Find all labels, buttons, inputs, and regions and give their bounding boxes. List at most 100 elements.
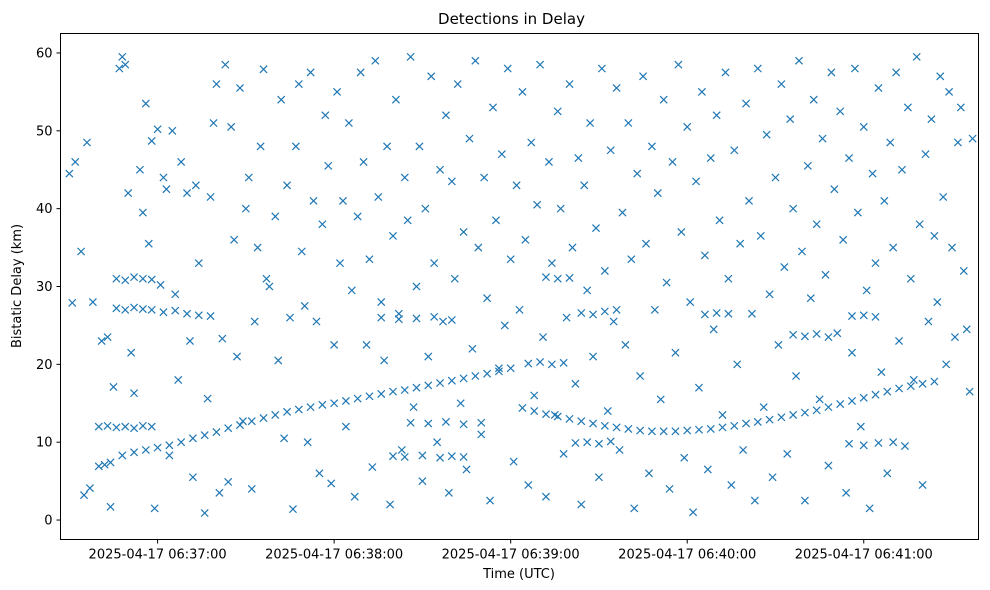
data-point (859, 122, 868, 131)
data-point (612, 305, 621, 314)
data-point (659, 95, 668, 104)
data-point (927, 115, 936, 124)
data-point (871, 259, 880, 268)
data-point (324, 161, 333, 170)
data-point (627, 255, 636, 264)
data-point (250, 317, 259, 326)
data-point (235, 83, 245, 93)
data-point (639, 72, 648, 81)
data-point (506, 255, 515, 264)
data-point (600, 421, 609, 430)
data-point (583, 438, 592, 447)
data-point (789, 204, 798, 213)
data-point (309, 196, 318, 205)
data-point (280, 434, 289, 443)
data-point (842, 488, 851, 497)
data-point (641, 239, 651, 248)
data-point (786, 115, 795, 124)
data-point (112, 304, 121, 313)
data-point (847, 348, 857, 357)
data-point (924, 317, 933, 326)
data-point (371, 56, 380, 65)
data-point (406, 52, 415, 61)
data-point (724, 274, 733, 283)
data-point (412, 314, 421, 323)
data-point (712, 111, 721, 120)
data-point (412, 383, 421, 392)
data-point (159, 308, 168, 317)
data-point (188, 434, 197, 443)
data-point (318, 220, 327, 229)
data-point (436, 453, 445, 462)
data-point (256, 142, 265, 151)
data-point (430, 259, 439, 268)
data-point (483, 369, 492, 378)
data-point (238, 417, 247, 426)
data-point (671, 348, 680, 357)
data-point (706, 154, 715, 163)
data-point (874, 83, 883, 93)
data-point (777, 80, 786, 89)
data-point (421, 204, 430, 213)
data-point (406, 418, 415, 427)
y-tick-label: 10 (36, 436, 53, 451)
data-point (230, 235, 239, 244)
data-point (571, 438, 580, 447)
data-point (736, 239, 745, 248)
data-point (341, 422, 350, 431)
data-point (353, 212, 362, 221)
data-point (671, 427, 680, 436)
data-point (159, 173, 168, 182)
data-point (806, 294, 815, 303)
data-point (259, 65, 268, 74)
data-point (877, 368, 886, 377)
data-point (177, 157, 186, 166)
data-point (244, 173, 253, 182)
data-point (130, 273, 139, 282)
data-point (577, 500, 586, 509)
data-point (783, 449, 792, 458)
data-point (121, 60, 130, 69)
data-point (742, 419, 751, 428)
data-point (624, 118, 633, 128)
data-point (285, 313, 295, 322)
data-point (327, 479, 336, 488)
data-point (800, 496, 809, 505)
data-point (515, 305, 524, 314)
data-point (686, 298, 695, 307)
data-point (277, 95, 286, 104)
data-point (377, 313, 386, 322)
data-point (174, 375, 183, 384)
data-point (909, 375, 918, 384)
data-point (583, 286, 592, 295)
y-tick-label: 0 (44, 514, 52, 529)
data-point (171, 306, 180, 315)
data-point (794, 56, 804, 65)
data-point (415, 142, 424, 151)
data-point (459, 452, 468, 462)
data-point (597, 64, 606, 73)
data-point (162, 185, 171, 194)
data-point (694, 383, 704, 392)
data-point (303, 438, 312, 447)
data-point (118, 52, 127, 61)
data-point (956, 103, 965, 112)
data-point (865, 504, 874, 513)
y-tick-label: 60 (36, 46, 53, 61)
data-point (697, 87, 706, 96)
data-point (330, 399, 339, 408)
data-point (715, 216, 724, 225)
data-point (512, 181, 521, 190)
data-point (883, 387, 892, 396)
data-point (294, 405, 303, 414)
data-point (474, 243, 483, 252)
data-point (82, 138, 92, 147)
data-point (665, 484, 674, 493)
data-point (900, 442, 909, 451)
data-point (200, 509, 209, 518)
data-point (912, 52, 921, 61)
data-point (412, 282, 421, 291)
data-point (418, 451, 427, 460)
data-point (233, 352, 242, 361)
data-point (253, 243, 262, 252)
